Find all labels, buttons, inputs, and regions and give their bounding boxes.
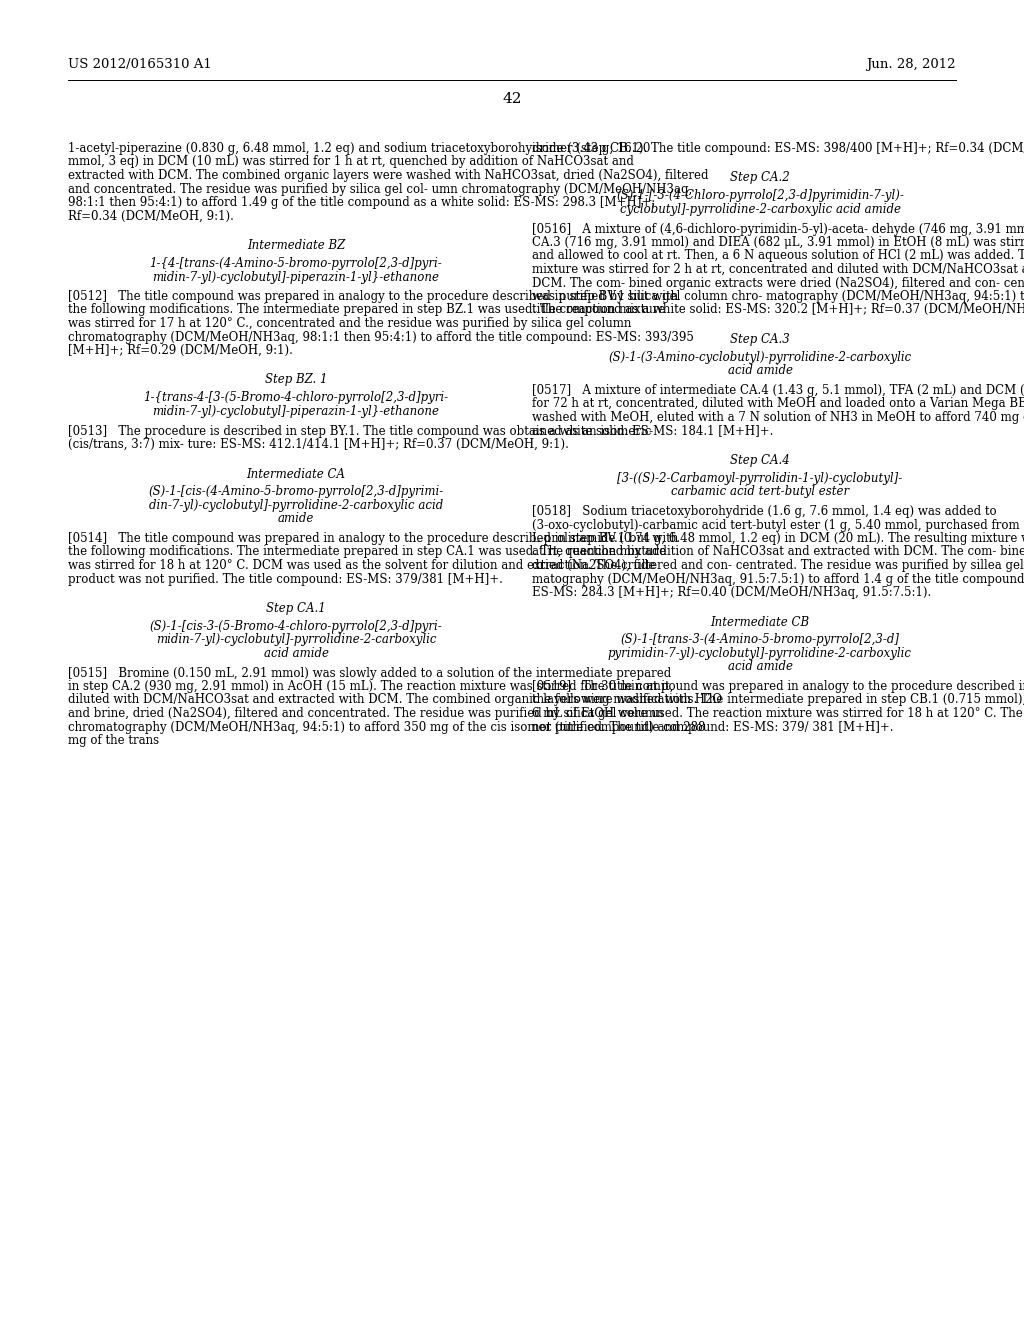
Text: was purified by silica gel column chro- matography (DCM/MeOH/NH3aq, 94:5:1) to a: was purified by silica gel column chro- … — [532, 290, 1024, 304]
Text: not purified. The title compound: ES-MS: 379/ 381 [M+H]+.: not purified. The title compound: ES-MS:… — [532, 721, 894, 734]
Text: (cis/trans, 3:7) mix- ture: ES-MS: 412.1/414.1 [M+H]+; Rf=0.37 (DCM/MeOH, 9:1).: (cis/trans, 3:7) mix- ture: ES-MS: 412.1… — [68, 438, 569, 451]
Text: as a white solid: ES-MS: 184.1 [M+H]+.: as a white solid: ES-MS: 184.1 [M+H]+. — [532, 425, 773, 437]
Text: mixture was stirred for 2 h at rt, concentrated and diluted with DCM/NaHCO3sat a: mixture was stirred for 2 h at rt, conce… — [532, 263, 1024, 276]
Text: L-prolinamide (0.74 g, 6.48 mmol, 1.2 eq) in DCM (20 mL). The resulting mixture : L-prolinamide (0.74 g, 6.48 mmol, 1.2 eq… — [532, 532, 1024, 545]
Text: (S)-1-[cis-3-(5-Bromo-4-chloro-pyrrolo[2,3-d]pyri-: (S)-1-[cis-3-(5-Bromo-4-chloro-pyrrolo[2… — [150, 620, 442, 634]
Text: [M+H]+; Rf=0.29 (DCM/MeOH, 9:1).: [M+H]+; Rf=0.29 (DCM/MeOH, 9:1). — [68, 345, 293, 356]
Text: CA.3 (716 mg, 3.91 mmol) and DIEA (682 μL, 3.91 mmol) in EtOH (8 mL) was stirred: CA.3 (716 mg, 3.91 mmol) and DIEA (682 μ… — [532, 236, 1024, 249]
Text: cyclobutyl]-pyrrolidine-2-carboxylic acid amide: cyclobutyl]-pyrrolidine-2-carboxylic aci… — [620, 203, 900, 216]
Text: for 72 h at rt, concentrated, diluted with MeOH and loaded onto a Varian Mega BE: for 72 h at rt, concentrated, diluted wi… — [532, 397, 1024, 411]
Text: Step CA.2: Step CA.2 — [730, 172, 790, 185]
Text: 1-{4-[trans-(4-Amino-5-bromo-pyrrolo[2,3-d]pyri-: 1-{4-[trans-(4-Amino-5-bromo-pyrrolo[2,3… — [150, 257, 442, 271]
Text: amide: amide — [278, 512, 314, 525]
Text: 1-{trans-4-[3-(5-Bromo-4-chloro-pyrrolo[2,3-d]pyri-: 1-{trans-4-[3-(5-Bromo-4-chloro-pyrrolo[… — [143, 392, 449, 404]
Text: dried (Na2SO4), filtered and con- centrated. The residue was purified by sillea : dried (Na2SO4), filtered and con- centra… — [532, 558, 1024, 572]
Text: diluted with DCM/NaHCO3sat and extracted with DCM. The combined organic layers w: diluted with DCM/NaHCO3sat and extracted… — [68, 693, 722, 706]
Text: midin-7-yl)-cyclobutyl]-pyrrolidine-2-carboxylic: midin-7-yl)-cyclobutyl]-pyrrolidine-2-ca… — [156, 634, 436, 647]
Text: DCM. The com- bined organic extracts were dried (Na2SO4), filtered and con- cent: DCM. The com- bined organic extracts wer… — [532, 276, 1024, 289]
Text: at rt, quenched by addition of NaHCO3sat and extracted with DCM. The com- bined : at rt, quenched by addition of NaHCO3sat… — [532, 545, 1024, 558]
Text: 42: 42 — [502, 92, 522, 106]
Text: (S)-1-[trans-3-(4-Amino-5-bromo-pyrrolo[2,3-d]: (S)-1-[trans-3-(4-Amino-5-bromo-pyrrolo[… — [621, 634, 899, 647]
Text: acid amide: acid amide — [263, 647, 329, 660]
Text: was stirred for 18 h at 120° C. DCM was used as the solvent for dilution and ext: was stirred for 18 h at 120° C. DCM was … — [68, 558, 655, 572]
Text: [0519]   The title compound was prepared in analogy to the procedure described i: [0519] The title compound was prepared i… — [532, 680, 1024, 693]
Text: the following modifications. The intermediate prepared in step CB.1 (0.715 mmol): the following modifications. The interme… — [532, 693, 1024, 706]
Text: carbamic acid tert-butyl ester: carbamic acid tert-butyl ester — [671, 486, 849, 499]
Text: 1-acetyl-piperazine (0.830 g, 6.48 mmol, 1.2 eq) and sodium triacetoxyborohydrid: 1-acetyl-piperazine (0.830 g, 6.48 mmol,… — [68, 143, 650, 154]
Text: [0512]   The title compound was prepared in analogy to the procedure described i: [0512] The title compound was prepared i… — [68, 290, 678, 304]
Text: Intermediate BZ: Intermediate BZ — [247, 239, 345, 252]
Text: chromatography (DCM/MeOH/NH3aq, 98:1:1 then 95:4:1) to afford the title compound: chromatography (DCM/MeOH/NH3aq, 98:1:1 t… — [68, 330, 694, 343]
Text: [0518]   Sodium triacetoxyborohydride (1.6 g, 7.6 mmol, 1.4 eq) was added to: [0518] Sodium triacetoxyborohydride (1.6… — [532, 506, 996, 517]
Text: in step CA.2 (930 mg, 2.91 mmol) in AcOH (15 mL). The reaction mixture was stirr: in step CA.2 (930 mg, 2.91 mmol) in AcOH… — [68, 680, 674, 693]
Text: (S)-1-[cis-(4-Amino-5-bromo-pyrrolo[2,3-d]pyrimi-: (S)-1-[cis-(4-Amino-5-bromo-pyrrolo[2,3-… — [148, 486, 443, 499]
Text: US 2012/0165310 A1: US 2012/0165310 A1 — [68, 58, 212, 71]
Text: Step CA.1: Step CA.1 — [266, 602, 326, 615]
Text: and concentrated. The residue was purified by silica gel col- umn chromatography: and concentrated. The residue was purifi… — [68, 182, 692, 195]
Text: Jun. 28, 2012: Jun. 28, 2012 — [866, 58, 956, 71]
Text: [0514]   The title compound was prepared in analogy to the procedure described i: [0514] The title compound was prepared i… — [68, 532, 678, 545]
Text: isomer (step CB.1). The title compound: ES-MS: 398/400 [M+H]+; Rf=0.34 (DCM/MeOH: isomer (step CB.1). The title compound: … — [532, 143, 1024, 154]
Text: acid amide: acid amide — [727, 364, 793, 378]
Text: the following modifications. The intermediate prepared in step CA.1 was used. Th: the following modifications. The interme… — [68, 545, 667, 558]
Text: ES-MS: 284.3 [M+H]+; Rf=0.40 (DCM/MeOH/NH3aq, 91.5:7.5:1).: ES-MS: 284.3 [M+H]+; Rf=0.40 (DCM/MeOH/N… — [532, 586, 931, 599]
Text: Intermediate CA: Intermediate CA — [247, 467, 345, 480]
Text: and allowed to cool at rt. Then, a 6 N aqueous solution of HCl (2 mL) was added.: and allowed to cool at rt. Then, a 6 N a… — [532, 249, 1024, 263]
Text: Rf=0.34 (DCM/MeOH, 9:1).: Rf=0.34 (DCM/MeOH, 9:1). — [68, 210, 233, 223]
Text: acid amide: acid amide — [727, 660, 793, 673]
Text: Step CA.4: Step CA.4 — [730, 454, 790, 467]
Text: (3-oxo-cyclobutyl)-carbamic acid tert-butyl ester (1 g, 5.40 mmol, purchased fro: (3-oxo-cyclobutyl)-carbamic acid tert-bu… — [532, 519, 1024, 532]
Text: midin-7-yl)-cyclobutyl]-piperazin-1-yl}-ethanone: midin-7-yl)-cyclobutyl]-piperazin-1-yl}-… — [153, 271, 439, 284]
Text: washed with MeOH, eluted with a 7 N solution of NH3 in MeOH to afford 740 mg of : washed with MeOH, eluted with a 7 N solu… — [532, 411, 1024, 424]
Text: 6 mL of EtOH were used. The reaction mixture was stirred for 18 h at 120° C. The: 6 mL of EtOH were used. The reaction mix… — [532, 708, 1024, 719]
Text: matography (DCM/MeOH/NH3aq, 91.5:7.5:1) to afford 1.4 g of the title compound as: matography (DCM/MeOH/NH3aq, 91.5:7.5:1) … — [532, 573, 1024, 586]
Text: product was not purified. The title compound: ES-MS: 379/381 [M+H]+.: product was not purified. The title comp… — [68, 573, 503, 586]
Text: (S)-1-(3-Amino-cyclobutyl)-pyrrolidine-2-carboxylic: (S)-1-(3-Amino-cyclobutyl)-pyrrolidine-2… — [608, 351, 911, 364]
Text: [0517]   A mixture of intermediate CA.4 (1.43 g, 5.1 mmol), TFA (2 mL) and DCM (: [0517] A mixture of intermediate CA.4 (1… — [532, 384, 1024, 397]
Text: was stirred for 17 h at 120° C., concentrated and the residue was purified by si: was stirred for 17 h at 120° C., concent… — [68, 317, 632, 330]
Text: mmol, 3 eq) in DCM (10 mL) was stirred for 1 h at rt, quenched by addition of Na: mmol, 3 eq) in DCM (10 mL) was stirred f… — [68, 156, 634, 169]
Text: din-7-yl)-cyclobutyl]-pyrrolidine-2-carboxylic acid: din-7-yl)-cyclobutyl]-pyrrolidine-2-carb… — [148, 499, 443, 512]
Text: (S)-1-[-3-(4-Chloro-pyrrolo[2,3-d]pyrimidin-7-yl)-: (S)-1-[-3-(4-Chloro-pyrrolo[2,3-d]pyrimi… — [616, 190, 904, 202]
Text: [0515]   Bromine (0.150 mL, 2.91 mmol) was slowly added to a solution of the int: [0515] Bromine (0.150 mL, 2.91 mmol) was… — [68, 667, 672, 680]
Text: the following modifications. The intermediate prepared in step BZ.1 was used. Th: the following modifications. The interme… — [68, 304, 666, 317]
Text: Intermediate CB: Intermediate CB — [711, 615, 810, 628]
Text: 98:1:1 then 95:4:1) to afford 1.49 g of the title compound as a white solid: ES-: 98:1:1 then 95:4:1) to afford 1.49 g of … — [68, 195, 655, 209]
Text: Step BZ. 1: Step BZ. 1 — [265, 374, 328, 387]
Text: title compound as a white solid: ES-MS: 320.2 [M+H]+; Rf=0.37 (DCM/MeOH/NH3aq, 9: title compound as a white solid: ES-MS: … — [532, 304, 1024, 317]
Text: [3-((S)-2-Carbamoyl-pyrrolidin-1-yl)-cyclobutyl]-: [3-((S)-2-Carbamoyl-pyrrolidin-1-yl)-cyc… — [617, 473, 902, 484]
Text: extracted with DCM. The combined organic layers were washed with NaHCO3sat, drie: extracted with DCM. The combined organic… — [68, 169, 709, 182]
Text: and brine, dried (Na2SO4), filtered and concentrated. The residue was purified b: and brine, dried (Na2SO4), filtered and … — [68, 708, 664, 719]
Text: mg of the trans: mg of the trans — [68, 734, 159, 747]
Text: pyrimidin-7-yl)-cyclobutyl]-pyrrolidine-2-carboxylic: pyrimidin-7-yl)-cyclobutyl]-pyrrolidine-… — [608, 647, 912, 660]
Text: midin-7-yl)-cyclobutyl]-piperazin-1-yl}-ethanone: midin-7-yl)-cyclobutyl]-piperazin-1-yl}-… — [153, 405, 439, 418]
Text: [0513]   The procedure is described in step BY.1. The title compound was obtaine: [0513] The procedure is described in ste… — [68, 425, 651, 437]
Text: Step CA.3: Step CA.3 — [730, 333, 790, 346]
Text: [0516]   A mixture of (4,6-dichloro-pyrimidin-5-yl)-aceta- dehyde (746 mg, 3.91 : [0516] A mixture of (4,6-dichloro-pyrimi… — [532, 223, 1024, 235]
Text: chromatography (DCM/MeOH/NH3aq, 94:5:1) to afford 350 mg of the cis isomer (titl: chromatography (DCM/MeOH/NH3aq, 94:5:1) … — [68, 721, 706, 734]
